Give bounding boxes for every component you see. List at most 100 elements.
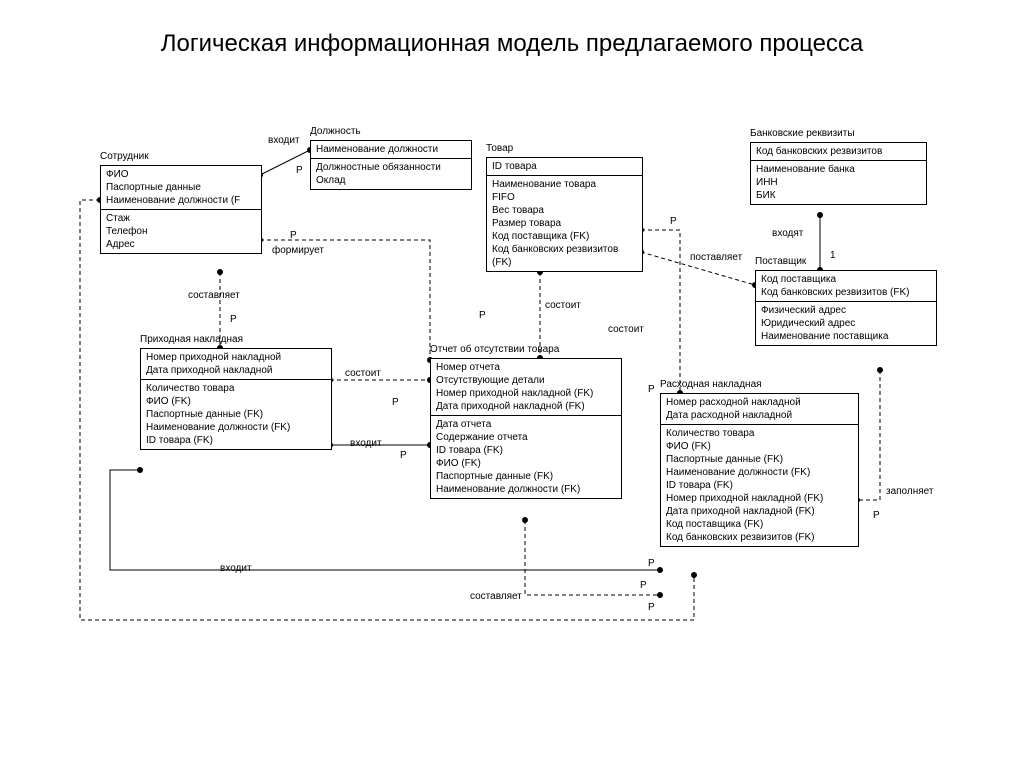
entity-product: ID товара Наименование товараFIFOВес това… bbox=[486, 157, 643, 272]
entity-field: Оклад bbox=[316, 174, 466, 187]
entity-field: Наименование должности (FK) bbox=[666, 466, 853, 479]
entity-section: ID товара bbox=[487, 158, 642, 175]
entity-field: Содержание отчета bbox=[436, 431, 616, 444]
entity-field: Физический адрес bbox=[761, 304, 931, 317]
entity-field: Паспортные данные (FK) bbox=[146, 408, 326, 421]
relationship-label: 1 bbox=[830, 250, 836, 261]
entity-field: Должностные обязанности bbox=[316, 161, 466, 174]
relationship-label: входит bbox=[350, 438, 382, 449]
relationship-label: P bbox=[648, 558, 655, 569]
relationship-label: P bbox=[873, 510, 880, 521]
entity-title-report: Отчет об отсутствии товара bbox=[430, 344, 559, 355]
entity-field: Номер расходной накладной bbox=[666, 396, 853, 409]
entity-field: БИК bbox=[756, 189, 921, 202]
relationship-label: P bbox=[648, 384, 655, 395]
relationship-label: поставляет bbox=[690, 252, 742, 263]
entity-supplier: Код поставщикаКод банковских резвизитов … bbox=[755, 270, 937, 346]
entity-field: Код банковских резвизитов (FK) bbox=[492, 243, 637, 269]
entity-field: Номер приходной накладной bbox=[146, 351, 326, 364]
entity-field: Размер товара bbox=[492, 217, 637, 230]
entity-section: Код банковских резвизитов bbox=[751, 143, 926, 160]
entity-field: Дата отчета bbox=[436, 418, 616, 431]
relationship-label: P bbox=[392, 397, 399, 408]
entity-title-supplier: Поставщик bbox=[755, 256, 806, 267]
entity-field: Стаж bbox=[106, 212, 256, 225]
entity-section: Количество товараФИО (FK)Паспортные данн… bbox=[141, 379, 331, 449]
relationship-label: P bbox=[670, 216, 677, 227]
entity-section: Наименование банкаИННБИК bbox=[751, 160, 926, 204]
relationship-label: формирует bbox=[272, 245, 324, 256]
relationship-label: P bbox=[479, 310, 486, 321]
entity-field: Вес товара bbox=[492, 204, 637, 217]
entity-field: ФИО bbox=[106, 168, 256, 181]
entity-report: Номер отчетаОтсутствующие деталиНомер пр… bbox=[430, 358, 622, 499]
entity-field: Наименование банка bbox=[756, 163, 921, 176]
entity-section: ФИОПаспортные данныеНаименование должнос… bbox=[101, 166, 261, 209]
entity-field: Адрес bbox=[106, 238, 256, 251]
entity-field: Наименование поставщика bbox=[761, 330, 931, 343]
entity-field: ФИО (FK) bbox=[666, 440, 853, 453]
relationship-label: P bbox=[640, 580, 647, 591]
relationship-label: P bbox=[296, 165, 303, 176]
entity-field: Наименование должности (FK) bbox=[146, 421, 326, 434]
entity-field: ФИО (FK) bbox=[146, 395, 326, 408]
entity-section: Номер отчетаОтсутствующие деталиНомер пр… bbox=[431, 359, 621, 415]
relationship-label: состоит bbox=[345, 368, 381, 379]
relationship-label: состоит bbox=[545, 300, 581, 311]
entity-section: Наименование товараFIFOВес товараРазмер … bbox=[487, 175, 642, 271]
entity-field: Наименование должности (F bbox=[106, 194, 256, 207]
entity-incoming: Номер приходной накладнойДата приходной … bbox=[140, 348, 332, 450]
entity-section: Должностные обязанностиОклад bbox=[311, 158, 471, 189]
entity-field: Наименование товара bbox=[492, 178, 637, 191]
relationship-label: состоит bbox=[608, 324, 644, 335]
relationship-label: P bbox=[400, 450, 407, 461]
entity-section: Номер приходной накладнойДата приходной … bbox=[141, 349, 331, 379]
entity-field: ФИО (FK) bbox=[436, 457, 616, 470]
entity-field: Код банковских резвизитов (FK) bbox=[666, 531, 853, 544]
entity-title-employee: Сотрудник bbox=[100, 151, 149, 162]
entity-field: Юридический адрес bbox=[761, 317, 931, 330]
entity-employee: ФИОПаспортные данныеНаименование должнос… bbox=[100, 165, 262, 254]
relationship-label: P bbox=[290, 230, 297, 241]
entity-field: Код поставщика (FK) bbox=[666, 518, 853, 531]
entity-field: ID товара bbox=[492, 160, 637, 173]
entity-field: FIFO bbox=[492, 191, 637, 204]
entity-field: Паспортные данные bbox=[106, 181, 256, 194]
entity-field: ID товара (FK) bbox=[666, 479, 853, 492]
entity-field: Дата приходной накладной (FK) bbox=[436, 400, 616, 413]
entity-field: Код поставщика (FK) bbox=[492, 230, 637, 243]
entity-field: Дата расходной накладной bbox=[666, 409, 853, 422]
entity-field: Отсутствующие детали bbox=[436, 374, 616, 387]
relationship-label: входят bbox=[772, 228, 803, 239]
page-title: Логическая информационная модель предлаг… bbox=[0, 0, 1024, 58]
entity-section: Номер расходной накладнойДата расходной … bbox=[661, 394, 858, 424]
entity-field: Паспортные данные (FK) bbox=[666, 453, 853, 466]
entity-section: Код поставщикаКод банковских резвизитов … bbox=[756, 271, 936, 301]
entity-field: Наименование должности (FK) bbox=[436, 483, 616, 496]
entity-title-product: Товар bbox=[486, 143, 513, 154]
relationship-label: заполняет bbox=[886, 486, 934, 497]
entity-field: Телефон bbox=[106, 225, 256, 238]
entity-field: Паспортные данные (FK) bbox=[436, 470, 616, 483]
relationship-label: P bbox=[648, 602, 655, 613]
entity-field: Количество товара bbox=[146, 382, 326, 395]
entity-title-outgoing: Расходная накладная bbox=[660, 379, 762, 390]
entity-section: Дата отчетаСодержание отчетаID товара (F… bbox=[431, 415, 621, 498]
entity-bank: Код банковских резвизитовНаименование ба… bbox=[750, 142, 927, 205]
entity-field: ID товара (FK) bbox=[146, 434, 326, 447]
entity-title-bank: Банковские реквизиты bbox=[750, 128, 855, 139]
entity-outgoing: Номер расходной накладнойДата расходной … bbox=[660, 393, 859, 547]
entity-position: Наименование должностиДолжностные обязан… bbox=[310, 140, 472, 190]
relationship-label: P bbox=[230, 314, 237, 325]
entity-section: Наименование должности bbox=[311, 141, 471, 158]
entity-field: Дата приходной накладной bbox=[146, 364, 326, 377]
relationship-label: входит bbox=[220, 563, 252, 574]
entity-field: Код поставщика bbox=[761, 273, 931, 286]
entity-section: СтажТелефонАдрес bbox=[101, 209, 261, 253]
entity-field: Количество товара bbox=[666, 427, 853, 440]
entity-section: Физический адресЮридический адресНаимено… bbox=[756, 301, 936, 345]
relationship-label: входит bbox=[268, 135, 300, 146]
entity-field: Дата приходной накладной (FK) bbox=[666, 505, 853, 518]
entity-field: ИНН bbox=[756, 176, 921, 189]
entity-field: ID товара (FK) bbox=[436, 444, 616, 457]
